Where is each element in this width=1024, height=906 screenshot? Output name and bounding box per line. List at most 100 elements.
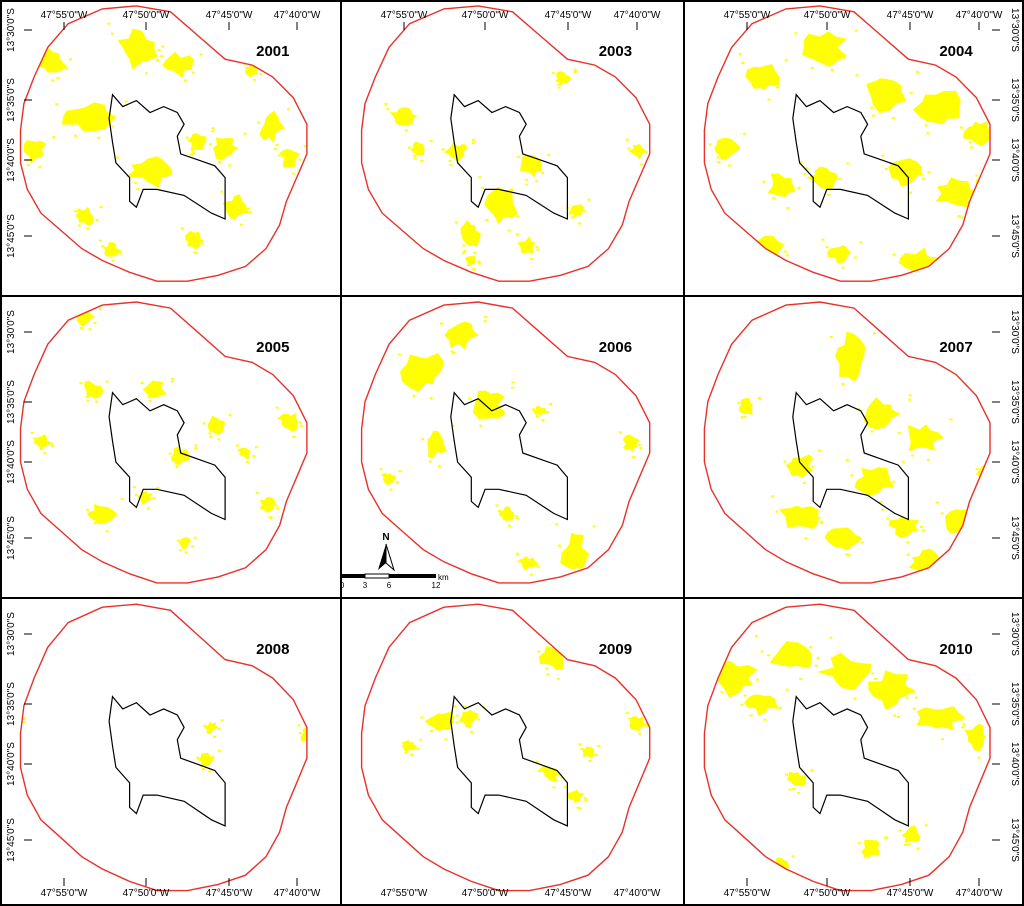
burned-speck [476,718,480,721]
burned-speck [517,560,521,563]
burned-speck [960,542,964,545]
longitude-label: 47°40'0"W [956,10,1003,21]
burned-speck [911,454,915,457]
burned-speck [961,229,965,232]
burned-speck [977,756,981,759]
longitude-label: 47°50'0"W [462,888,509,899]
burned-speck [194,444,198,447]
burned-speck [140,382,144,384]
burned-speck [580,747,584,750]
burned-speck [438,464,442,467]
burned-speck [973,194,977,197]
burned-patch [213,138,239,161]
burned-speck [842,56,846,59]
burned-speck [646,725,650,728]
buffer-boundary [360,603,651,892]
burned-speck [970,88,974,91]
north-arrow-left [378,544,386,570]
burned-speck [183,79,187,82]
burned-speck [741,62,745,64]
burned-speck [448,159,452,162]
burned-speck [871,672,874,675]
longitude-label: 47°40'0"W [274,10,321,21]
longitude-label: 47°45'0"W [887,10,934,21]
buffer-boundary [360,301,651,584]
burned-speck [451,351,455,354]
burned-speck [134,493,138,496]
burned-speck [853,697,857,700]
burned-speck [995,223,998,225]
burned-speck [217,161,221,163]
burned-speck [997,464,1000,466]
burned-speck [402,741,406,744]
buffer-boundary [703,301,991,584]
burned-speck [558,544,561,547]
burned-speck [454,221,458,224]
burned-speck [386,108,390,111]
burned-speck [276,507,280,510]
map-panel-2001: 2001 [19,5,308,282]
burned-speck [962,723,966,726]
longitude-label: 47°40'0"W [614,888,661,899]
burned-speck [541,419,545,422]
burned-speck [85,396,89,399]
burned-speck [1001,171,1004,173]
burned-patch [519,555,538,571]
burned-speck [576,806,580,809]
burned-speck [478,176,482,179]
burned-speck [914,696,918,699]
burned-speck [968,141,972,144]
burned-speck [791,473,795,476]
burned-speck [95,400,99,403]
burned-speck [203,725,207,727]
burned-speck [545,667,549,670]
burned-speck [449,163,453,166]
burned-speck [767,654,770,657]
burned-patch [913,91,961,125]
burned-speck [201,242,205,245]
burned-speck [998,118,1001,120]
burned-speck [379,468,383,471]
burned-speck [413,154,416,157]
burned-speck [784,874,788,877]
burned-patch [76,308,96,328]
burned-speck [395,481,399,484]
burned-speck [720,691,724,694]
burned-speck [717,161,721,163]
burned-speck [583,210,587,213]
burned-speck [551,72,555,75]
burned-speck [556,677,560,680]
burned-speck [810,769,814,772]
reserve-boundary [792,391,909,521]
burned-speck [821,238,825,241]
burned-speck [27,42,31,45]
burned-speck [217,749,221,752]
burned-speck [638,732,642,735]
burned-speck [850,474,854,477]
year-label: 2006 [599,339,632,356]
burned-patch [787,771,806,787]
burned-patch [239,447,251,460]
burned-speck [50,442,54,445]
burned-patch [520,155,542,178]
burned-speck [74,210,77,213]
burned-speck [645,151,649,154]
burned-speck [185,136,189,139]
burned-speck [298,158,302,161]
burned-speck [228,414,232,417]
burned-speck [193,536,197,539]
burned-speck [549,403,553,405]
burned-speck [825,246,829,249]
burned-speck [916,71,919,73]
burned-speck [429,397,433,400]
burned-patch [835,331,866,382]
burned-speck [957,715,961,718]
burned-speck [1001,794,1004,796]
map-panel-2003: 2003 [360,5,651,282]
latitude-label: 13°40'0"S [1009,440,1020,484]
latitude-label: 13°35'0"S [1009,78,1020,122]
burned-speck [975,798,979,801]
burned-speck [858,664,862,667]
burned-speck [625,138,629,141]
